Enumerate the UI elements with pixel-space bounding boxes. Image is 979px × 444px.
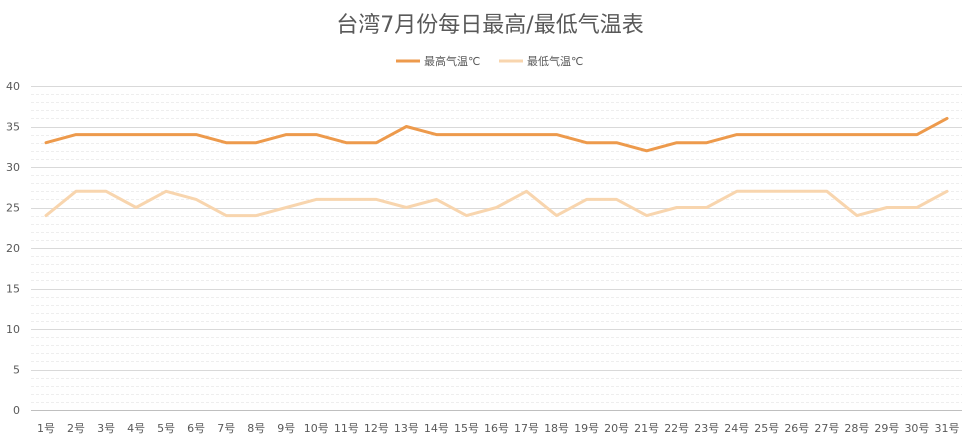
- x-tick-label: 25号: [754, 422, 779, 435]
- x-tick-label: 16号: [484, 422, 509, 435]
- x-tick-label: 19号: [574, 422, 599, 435]
- x-tick-label: 4号: [127, 422, 145, 435]
- x-tick-label: 6号: [187, 422, 205, 435]
- x-tick-label: 23号: [694, 422, 719, 435]
- x-tick-label: 5号: [157, 422, 175, 435]
- x-tick-label: 31号: [934, 422, 959, 435]
- x-tick-label: 22号: [664, 422, 689, 435]
- series-line-min-temp: [44, 189, 949, 218]
- x-tick-label: 12号: [364, 422, 389, 435]
- x-tick-label: 10号: [304, 422, 329, 435]
- x-tick-label: 21号: [634, 422, 659, 435]
- x-tick-label: 3号: [97, 422, 115, 435]
- y-tick-label: 35: [6, 121, 20, 134]
- legend-entry-min: 最低气温℃: [499, 54, 583, 68]
- x-tick-label: 18号: [544, 422, 569, 435]
- x-tick-label: 17号: [514, 422, 539, 435]
- x-tick-label: 15号: [454, 422, 479, 435]
- chart-title: 台湾7月份每日最高/最低气温表: [336, 13, 643, 38]
- y-axis-ticks: 0 5 10 15 20 25 30 35 40: [6, 80, 20, 417]
- x-tick-label: 24号: [724, 422, 749, 435]
- x-tick-label: 11号: [334, 422, 359, 435]
- legend: 最高气温℃ 最低气温℃: [396, 54, 583, 68]
- y-tick-label: 0: [13, 404, 20, 417]
- x-tick-label: 27号: [814, 422, 839, 435]
- gridlines: [31, 86, 962, 411]
- series-line-max-temp: [44, 116, 949, 153]
- x-tick-label: 14号: [424, 422, 449, 435]
- series-lines: [44, 116, 949, 218]
- x-tick-label: 7号: [217, 422, 235, 435]
- y-tick-label: 20: [6, 242, 20, 255]
- x-tick-label: 2号: [67, 422, 85, 435]
- x-tick-label: 28号: [844, 422, 869, 435]
- x-tick-label: 9号: [277, 422, 295, 435]
- legend-entry-max: 最高气温℃: [396, 54, 480, 68]
- legend-label-max: 最高气温℃: [424, 54, 480, 68]
- y-tick-label: 30: [6, 161, 20, 174]
- y-tick-label: 40: [6, 80, 20, 93]
- x-tick-label: 8号: [247, 422, 265, 435]
- y-tick-label: 5: [13, 364, 20, 377]
- x-tick-label: 29号: [874, 422, 899, 435]
- x-tick-label: 13号: [394, 422, 419, 435]
- x-tick-label: 30号: [904, 422, 929, 435]
- x-tick-label: 20号: [604, 422, 629, 435]
- x-axis-ticks: 1号 2号 3号 4号 5号 6号 7号 8号 9号 10号 11号 12号 13号 14号 15号 16号 1…: [37, 422, 959, 435]
- y-tick-label: 25: [6, 202, 20, 215]
- x-tick-label: 1号: [37, 422, 55, 435]
- x-tick-label: 26号: [784, 422, 809, 435]
- legend-label-min: 最低气温℃: [527, 54, 583, 68]
- y-tick-label: 15: [6, 283, 20, 296]
- y-tick-label: 10: [6, 323, 20, 336]
